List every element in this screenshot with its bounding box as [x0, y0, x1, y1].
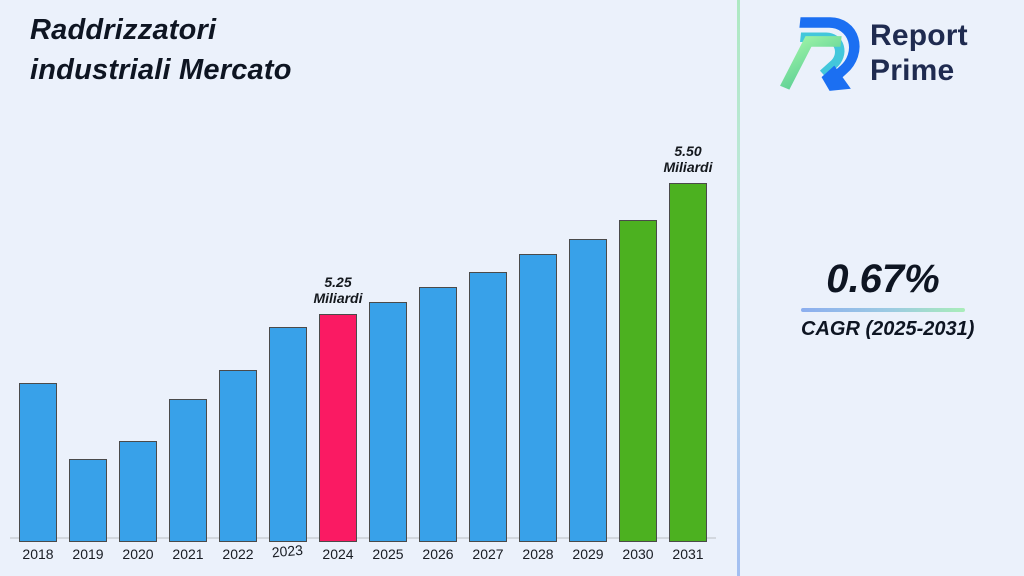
x-tick-label-2023: 2023 — [271, 541, 304, 561]
x-tick-label-2024: 2024 — [322, 546, 354, 562]
chart-title: Raddrizzatori industriali Mercato — [30, 14, 292, 86]
bar-column-2019: 2019 — [63, 459, 113, 562]
bar-2024 — [319, 314, 357, 542]
brand-name: Report Prime — [870, 18, 968, 94]
bar-column-2026: 2026 — [413, 287, 463, 562]
x-tick-label-2019: 2019 — [72, 546, 104, 562]
bar-2018 — [19, 383, 57, 542]
x-tick-label-2026: 2026 — [422, 546, 454, 562]
bar-column-2031: 5.50 Miliardi 2031 — [663, 143, 713, 562]
bar-chart: 2018 2019 2020 2021 2022 2023 5.25 Miliardi 202… — [13, 143, 713, 562]
x-tick-label-2020: 2020 — [122, 546, 154, 562]
x-axis-line — [10, 537, 716, 539]
cagr-underline — [801, 308, 965, 312]
brand-name-line2: Prime — [870, 54, 955, 87]
report-prime-logo-icon — [780, 17, 860, 91]
cagr-label: CAGR (2025-2031) — [801, 318, 975, 340]
x-tick-label-2027: 2027 — [472, 546, 504, 562]
bar-column-2024: 5.25 Miliardi 2024 — [313, 274, 363, 562]
bar-value-label-2024: 5.25 Miliardi — [313, 274, 363, 306]
x-tick-label-2030: 2030 — [622, 546, 654, 562]
x-tick-label-2021: 2021 — [172, 546, 204, 562]
bar-column-2028: 2028 — [513, 254, 563, 562]
brand-header: Report Prime — [780, 12, 968, 94]
cagr-block: 0.67% CAGR (2025-2031) — [801, 255, 975, 341]
bar-column-2020: 2020 — [113, 441, 163, 562]
divider-line — [737, 0, 740, 576]
bar-2030 — [619, 220, 657, 542]
x-tick-label-2029: 2029 — [572, 546, 604, 562]
bar-column-2018: 2018 — [13, 383, 63, 562]
bar-2027 — [469, 272, 507, 542]
bar-2019 — [69, 459, 107, 542]
bar-2029 — [569, 239, 607, 542]
bar-2022 — [219, 370, 257, 542]
bar-column-2021: 2021 — [163, 399, 213, 562]
bar-2020 — [119, 441, 157, 542]
x-tick-label-2018: 2018 — [22, 546, 54, 562]
bar-column-2023: 2023 — [263, 327, 313, 562]
x-tick-label-2022: 2022 — [222, 546, 254, 562]
bar-2028 — [519, 254, 557, 542]
bar-column-2022: 2022 — [213, 370, 263, 562]
bar-column-2029: 2029 — [563, 239, 613, 562]
x-tick-label-2028: 2028 — [522, 546, 554, 562]
bar-2021 — [169, 399, 207, 542]
bar-column-2025: 2025 — [363, 302, 413, 562]
x-tick-label-2031: 2031 — [672, 546, 704, 562]
x-tick-label-2025: 2025 — [372, 546, 404, 562]
brand-name-line1: Report — [870, 19, 968, 52]
bar-2031 — [669, 183, 707, 542]
bar-column-2030: 2030 — [613, 220, 663, 562]
bar-2023 — [269, 327, 307, 542]
bar-column-2027: 2027 — [463, 272, 513, 562]
cagr-value: 0.67% — [826, 257, 940, 301]
bar-2026 — [419, 287, 457, 542]
bar-value-label-2031: 5.50 Miliardi — [663, 143, 713, 175]
bar-2025 — [369, 302, 407, 542]
